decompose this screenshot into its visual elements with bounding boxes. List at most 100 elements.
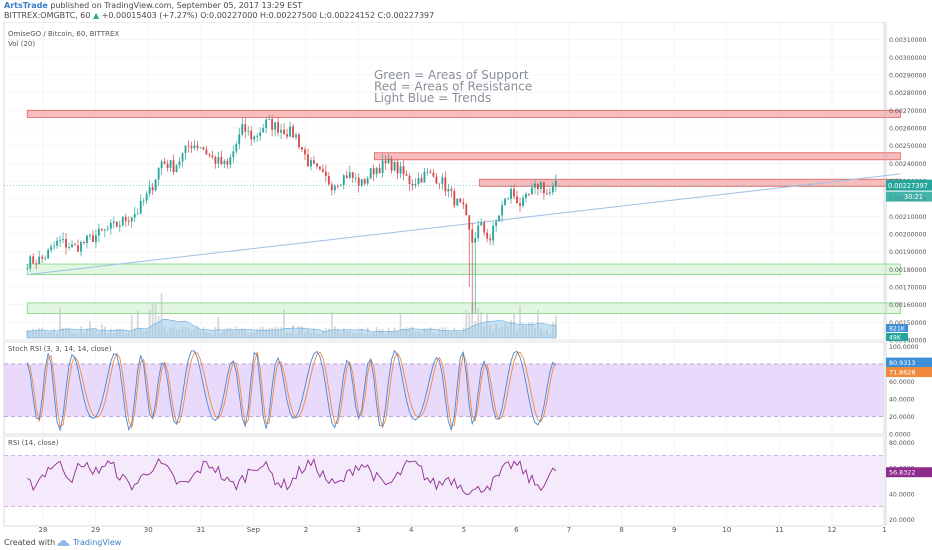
volume-value-label: 49K	[889, 335, 902, 342]
candle-body	[298, 134, 300, 148]
footer: Created with TradingView	[0, 536, 932, 550]
candle-body	[345, 175, 348, 179]
x-tick-label: 29	[91, 526, 100, 534]
price-tick-label: 0.00280000	[889, 90, 926, 97]
candle-body	[411, 183, 414, 186]
rsi-tick-label: 80.0000	[889, 440, 915, 447]
candle-body	[387, 158, 390, 164]
candle-body	[304, 149, 306, 155]
candle-body	[551, 186, 554, 193]
candle-body	[330, 184, 333, 191]
candle-body	[542, 182, 545, 194]
candle-body	[417, 177, 420, 184]
candle-body	[238, 134, 241, 145]
candle-body	[307, 154, 309, 167]
x-tick-label: 5	[462, 526, 466, 534]
candle-body	[277, 122, 280, 133]
candle-body	[112, 221, 115, 223]
candle-body	[244, 124, 247, 132]
candle-body	[29, 256, 32, 269]
candle-body	[253, 136, 256, 140]
candle-body	[136, 213, 139, 215]
candle-body	[534, 183, 536, 188]
candle-body	[333, 185, 336, 191]
x-tick-label: 31	[196, 526, 205, 534]
candle-body	[539, 182, 542, 189]
candle-body	[80, 242, 82, 252]
candle-body	[59, 239, 61, 241]
volume-bar	[471, 303, 474, 338]
price-tick-label: 0.00200000	[889, 232, 926, 239]
candle-body	[459, 198, 462, 203]
volume-bar	[136, 309, 139, 338]
candle-body	[554, 180, 557, 187]
candle-body	[229, 157, 232, 165]
candle-body	[289, 126, 291, 137]
annotation-text: Green = Areas of Support	[374, 68, 529, 82]
resistance-zone	[373, 152, 901, 161]
candle-body	[175, 165, 178, 172]
candle-body	[429, 171, 432, 173]
volume-badge2-bg	[886, 333, 908, 341]
candle-body	[181, 153, 184, 162]
stoch-rsi-label: Stoch RSI (3, 3, 14, 14, close)	[8, 345, 112, 353]
candle-body	[477, 225, 480, 239]
candle-body	[513, 188, 515, 197]
candle-body	[462, 202, 465, 205]
candle-body	[318, 166, 321, 170]
candle-body	[363, 179, 366, 184]
price-tick-label: 0.00240000	[889, 161, 926, 168]
candle-body	[545, 193, 548, 195]
candle-body	[100, 228, 103, 231]
candle-body	[441, 177, 444, 184]
countdown-label: 30:21	[904, 193, 923, 201]
price-tick-label: 0.00180000	[889, 267, 926, 274]
x-tick-label: 10	[722, 526, 731, 534]
candle-body	[432, 172, 435, 177]
candle-body	[301, 147, 303, 150]
support-zone	[26, 263, 901, 276]
volume-bar	[59, 307, 61, 338]
candle-body	[426, 171, 429, 173]
candle-body	[250, 130, 253, 140]
rsi-value: 56.8322	[889, 469, 915, 477]
candle-body	[178, 161, 181, 166]
candle-body	[97, 228, 100, 236]
support-zone	[26, 302, 901, 314]
x-tick-label: Sep	[247, 526, 261, 534]
candle-body	[360, 179, 363, 186]
candle-body	[163, 161, 166, 164]
rsi-badge-bg	[886, 467, 932, 478]
candle-body	[286, 134, 288, 137]
candle-body	[295, 134, 297, 138]
candle-body	[32, 256, 35, 264]
trend-line	[27, 173, 901, 276]
candle-body	[399, 166, 402, 174]
tradingview-cloud-icon	[57, 540, 70, 546]
candle-body	[232, 151, 235, 158]
candle-body	[35, 263, 38, 265]
tradingview-brand[interactable]: TradingView	[73, 538, 122, 547]
stoch-d-line	[26, 351, 557, 429]
candle-body	[327, 175, 330, 185]
rsi-tick-label: 20.0000	[889, 517, 915, 524]
candle-body	[390, 158, 393, 171]
candle-body	[495, 221, 498, 226]
candle-body	[486, 232, 489, 239]
annotation-text: Light Blue = Trends	[374, 91, 491, 105]
candle-body	[86, 235, 88, 244]
price-chart[interactable]: OmiseGO / Bitcoin, 60, BITTREX Vol (20) Gr…	[0, 21, 932, 536]
countdown-badge-bg	[886, 191, 932, 202]
candle-body	[357, 177, 360, 186]
candle-body	[453, 190, 456, 206]
chart-canvas[interactable]: OmiseGO / Bitcoin, 60, BITTREX Vol (20) Gr…	[0, 21, 932, 536]
candle-body	[235, 144, 238, 152]
candle-body	[498, 215, 501, 222]
candle-body	[366, 178, 369, 184]
chart-title: OmiseGO / Bitcoin, 60, BITTREX	[8, 30, 119, 38]
candle-body	[384, 160, 387, 164]
stoch-tick-label: 20.0000	[889, 414, 915, 421]
candle-body	[313, 160, 315, 164]
stoch-k-line	[26, 349, 557, 432]
author-link[interactable]: ArtsTrade	[4, 1, 48, 10]
